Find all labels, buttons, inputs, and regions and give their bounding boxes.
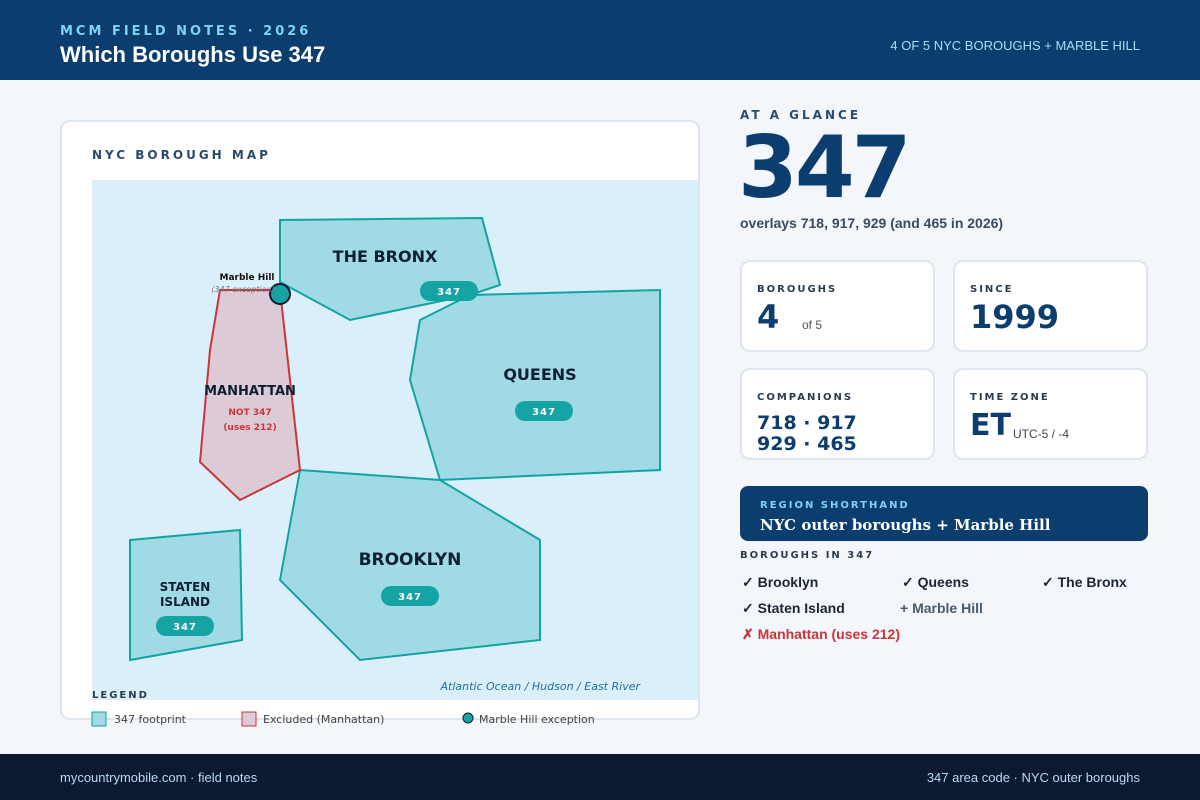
- legend-item: 347 footprint: [114, 713, 187, 726]
- stat-suffix: UTC-5 / -4: [1013, 427, 1070, 441]
- overlays: overlays 718, 917, 929 (and 465 in 2026): [740, 215, 1004, 231]
- legend-item: Marble Hill exception: [479, 713, 595, 726]
- badge: [381, 586, 439, 606]
- badge: [515, 401, 573, 421]
- legend-swatch: [91, 711, 107, 727]
- badge-label: 347: [437, 287, 461, 298]
- stat-label: SINCE: [970, 284, 1014, 295]
- water-label: Atlantic Ocean / Hudson / East River: [440, 680, 642, 693]
- region-value: NYC outer boroughs + Marble Hill: [760, 516, 1051, 534]
- list-item: + Marble Hill: [900, 600, 983, 616]
- queens: [408, 288, 661, 482]
- title: Which Boroughs Use 347: [60, 42, 326, 67]
- stat-card: BOROUGHS 4 of 5: [740, 260, 935, 352]
- region-box: REGION SHORTHAND NYC outer boroughs + Ma…: [740, 486, 1148, 541]
- badge-label: 347: [532, 407, 556, 418]
- borough-name: ISLAND: [160, 595, 210, 609]
- borough-name: THE BRONX: [333, 247, 438, 266]
- legend-swatch: [241, 711, 257, 727]
- borough-name: STATEN: [160, 580, 211, 594]
- kicker: MCM FIELD NOTES · 2026: [60, 24, 312, 39]
- stat-label: TIME ZONE: [970, 392, 1050, 403]
- brooklyn: [278, 468, 541, 662]
- badge: [420, 281, 478, 301]
- legend-title: LEGEND: [92, 690, 149, 701]
- list-title: BOROUGHS IN 347: [740, 550, 875, 561]
- borough-note: (uses 212): [223, 423, 276, 433]
- stat-value: ET: [970, 408, 1011, 443]
- map-title: NYC BOROUGH MAP: [92, 148, 271, 162]
- badge-label: 347: [398, 592, 422, 603]
- stat-label: BOROUGHS: [757, 284, 838, 295]
- list-item: ✓ Staten Island: [742, 600, 845, 616]
- marble-hill-dot: [269, 283, 291, 305]
- legend-item: Excluded (Manhattan): [263, 713, 384, 726]
- borough-name: MANHATTAN: [204, 384, 296, 399]
- region-label: REGION SHORTHAND: [760, 500, 910, 511]
- stat-value: 1999: [970, 298, 1060, 336]
- list-item: ✗ Manhattan (uses 212): [742, 626, 900, 642]
- list-item: ✓ Brooklyn: [742, 574, 819, 590]
- borough-name: BROOKLYN: [359, 550, 462, 570]
- stat-card: COMPANIONS 718 · 917 929 · 465: [740, 368, 935, 460]
- marble-hill-note: (347 exception): [211, 285, 274, 294]
- stat-label: COMPANIONS: [757, 392, 854, 403]
- stat-card: TIME ZONE ET UTC-5 / -4: [953, 368, 1148, 460]
- footer-right: 347 area code · NYC outer boroughs: [926, 770, 1140, 785]
- badge-label: 347: [173, 622, 197, 633]
- stat-value: 718 · 917: [757, 412, 857, 434]
- stat-card: SINCE 1999: [953, 260, 1148, 352]
- header: MCM FIELD NOTES · 2026 Which Boroughs Us…: [0, 0, 1200, 80]
- footer-left: mycountrymobile.com · field notes: [60, 770, 258, 785]
- tagline: 4 OF 5 NYC BOROUGHS + MARBLE HILL: [890, 38, 1140, 53]
- stat-value: 929 · 465: [757, 433, 857, 455]
- stat-value: 4: [757, 298, 780, 336]
- borough-note: NOT 347: [228, 408, 271, 418]
- footer: mycountrymobile.com · field notes 347 ar…: [0, 754, 1200, 800]
- legend-swatch: [462, 712, 474, 724]
- badge: [156, 616, 214, 636]
- borough-name: QUEENS: [503, 365, 576, 384]
- list-item: ✓ Queens: [902, 574, 969, 590]
- code: 347: [738, 118, 912, 218]
- glance-kicker: AT A GLANCE: [740, 108, 862, 122]
- marble-hill-label: Marble Hill: [219, 273, 274, 283]
- stat-suffix: of 5: [802, 318, 823, 332]
- list-item: ✓ The Bronx: [1042, 574, 1127, 590]
